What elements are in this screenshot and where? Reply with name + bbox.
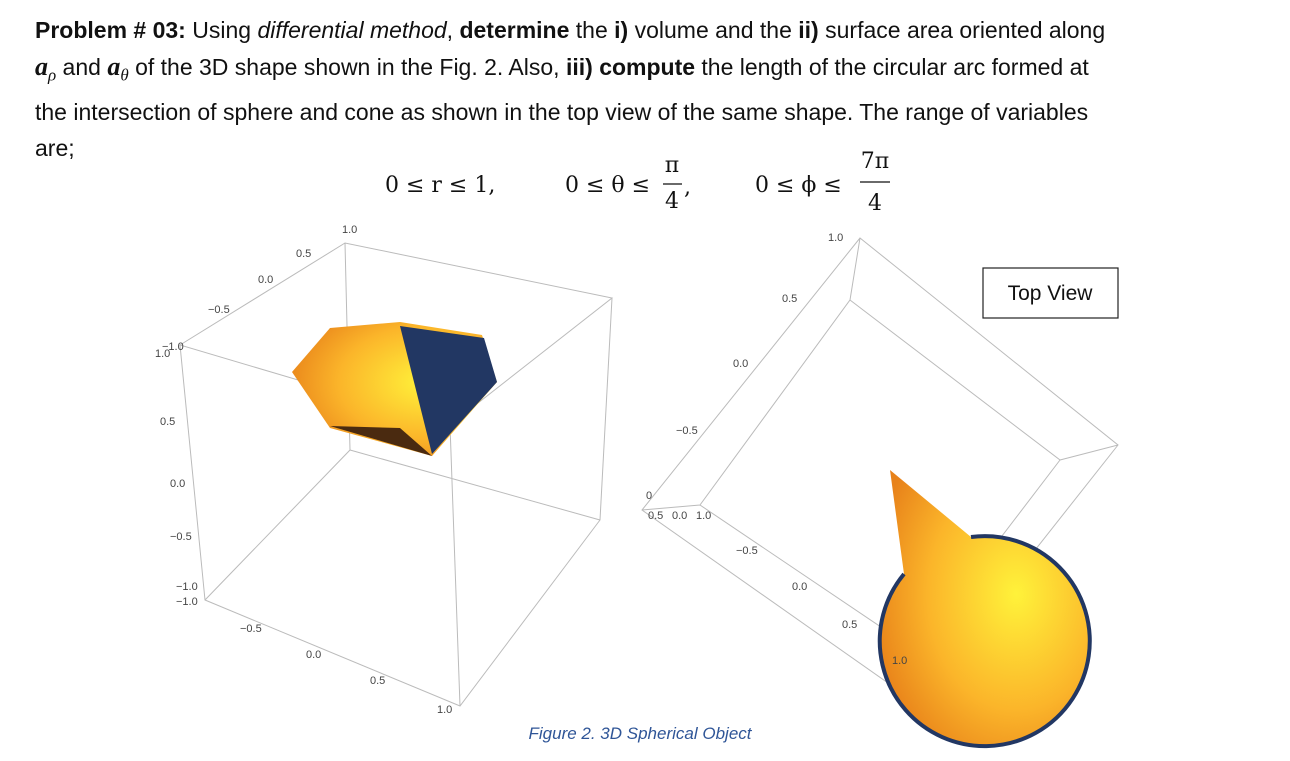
vector: a — [107, 51, 121, 81]
tick: 0.0 — [733, 358, 748, 370]
tick: −0.5 — [240, 623, 262, 635]
range-r: 0 ≤ r ≤ 1, — [385, 173, 495, 198]
subscript: θ — [120, 65, 129, 85]
run: the — [569, 17, 615, 43]
run: differential method — [257, 17, 447, 43]
problem-text: Problem # 03: Using differential method,… — [35, 12, 1105, 167]
frac-num: π — [665, 153, 679, 178]
tick: 0 — [646, 490, 652, 502]
run: determine — [459, 17, 570, 43]
tick: 0.5 — [648, 510, 663, 522]
subscript: ρ — [48, 65, 57, 85]
tick: 1.0 — [437, 704, 452, 716]
box — [178, 242, 614, 707]
tick: 0.5 — [782, 293, 797, 305]
right-plot: Top View 1.0 0.5 0.0 −0.5 0 0.5 0.0 1.0 … — [641, 232, 1119, 749]
run: the length of the circular arc formed at — [695, 53, 1089, 80]
tick: 1.0 — [155, 348, 170, 360]
tick: 1.0 — [342, 224, 357, 236]
range-theta: 0 ≤ θ ≤ — [565, 173, 650, 198]
top-view-label: Top View — [1008, 282, 1094, 305]
left-plot: 1.0 0.5 0.0 −0.5 −1.0 1.0 0.5 0.0 −0.5 −… — [155, 224, 614, 716]
tick: 0.0 — [258, 274, 273, 286]
run: Problem # 03: — [35, 17, 186, 43]
run: Using — [185, 17, 258, 43]
tick: −0.5 — [170, 531, 192, 543]
tick: −0.5 — [676, 425, 698, 437]
run: ii) — [798, 17, 819, 43]
range-phi: 0 ≤ ϕ ≤ — [755, 173, 842, 198]
run: of the 3D shape shown in the Fig. 2. Als… — [128, 53, 566, 80]
tick: 0.5 — [296, 248, 311, 260]
run: surface area oriented along — [818, 17, 1106, 43]
tick: 1.0 — [892, 655, 907, 667]
tick: 0.0 — [672, 510, 687, 522]
tick: 0.0 — [306, 649, 321, 661]
tick: 0.5 — [160, 416, 175, 428]
arc — [877, 534, 1092, 749]
run: , — [446, 17, 460, 43]
tick: 1.0 — [828, 232, 843, 244]
disk — [879, 470, 1090, 747]
frac-num: 7π — [861, 149, 889, 174]
run: iii) — [565, 53, 593, 80]
caption: Figure 2. 3D Spherical Object — [529, 724, 753, 743]
tick: −0.5 — [736, 545, 758, 557]
vector: a — [35, 51, 48, 81]
run: are; — [35, 135, 75, 162]
tick: 0.5 — [370, 675, 385, 687]
underside — [330, 426, 432, 456]
ranges: 0 ≤ r ≤ 1, 0 ≤ θ ≤ π 4 , 0 ≤ ϕ ≤ 7π 4 — [385, 149, 890, 216]
run: and — [56, 53, 108, 80]
tick: 0.0 — [792, 581, 807, 593]
comma: , — [684, 175, 691, 200]
frac-den: 4 — [665, 189, 679, 214]
tick: 0.5 — [842, 619, 857, 631]
cone-face — [400, 326, 497, 454]
tick: 1.0 — [696, 510, 711, 522]
run: the intersection of sphere and cone as s… — [35, 98, 1089, 125]
run: i) — [614, 17, 629, 43]
tick: −1.0 — [176, 581, 198, 593]
tick: −1.0 — [176, 596, 198, 608]
run: volume and the — [628, 17, 799, 43]
tick: 0.0 — [170, 478, 185, 490]
tick: −0.5 — [208, 304, 230, 316]
top-view-box — [982, 267, 1119, 319]
tick: −1.0 — [162, 341, 184, 353]
run: compute — [599, 53, 696, 80]
frac-den: 4 — [868, 191, 882, 216]
